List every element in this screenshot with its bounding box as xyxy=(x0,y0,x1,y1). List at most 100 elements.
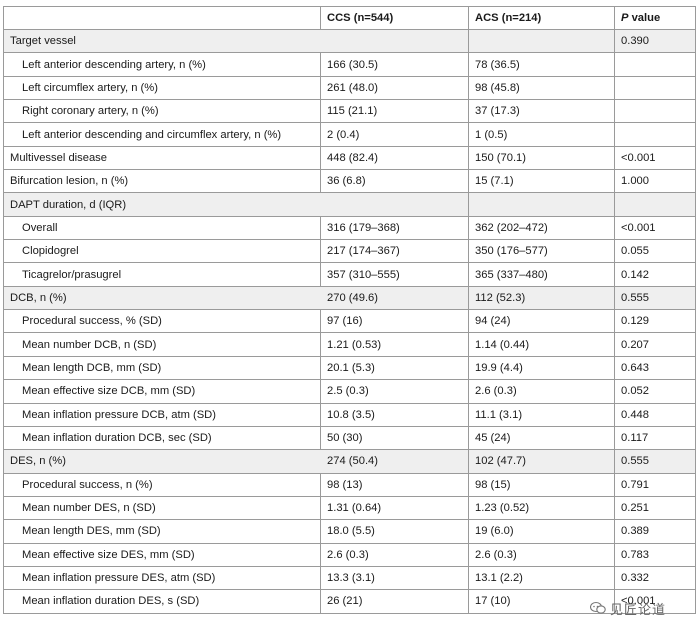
table-row: Mean inflation duration DCB, sec (SD) 50 … xyxy=(3,425,696,451)
row-label: Left circumflex artery, n (%) xyxy=(3,75,321,101)
header-ccs: CCS (n=544) xyxy=(320,6,469,30)
table-row: Ticagrelor/prasugrel 357 (310–555) 365 (33… xyxy=(3,262,696,287)
acs-value: 150 (70.1) xyxy=(468,145,615,171)
ccs-value: 2 (0.4) xyxy=(320,122,469,147)
row-label: Procedural success, % (SD) xyxy=(3,309,321,334)
table-row: Right coronary artery, n (%) 115 (21.1) 37… xyxy=(3,99,696,124)
ccs-value: 2.6 (0.3) xyxy=(320,542,469,567)
p-value: 0.129 xyxy=(614,309,696,334)
header-acs: ACS (n=214) xyxy=(468,6,615,30)
data-table: CCS (n=544) ACS (n=214) P value Target v… xyxy=(3,6,696,614)
ccs-value: 166 (30.5) xyxy=(320,52,469,77)
p-value: 0.251 xyxy=(614,495,696,521)
acs-value: 112 (52.3) xyxy=(468,285,615,311)
row-label: Mean effective size DCB, mm (SD) xyxy=(3,379,321,404)
ccs-value: 357 (310–555) xyxy=(320,262,469,287)
table-row: Mean number DCB, n (SD) 1.21 (0.53) 1.14 (… xyxy=(3,332,696,357)
ccs-value: 115 (21.1) xyxy=(320,99,469,124)
ccs-value: 20.1 (5.3) xyxy=(320,355,469,381)
header-p-letter: P xyxy=(621,12,629,24)
p-value: 0.555 xyxy=(614,285,696,311)
ccs-value: 2.5 (0.3) xyxy=(320,379,469,404)
chat-bubble-icon xyxy=(590,601,606,614)
acs-value xyxy=(468,192,615,217)
ccs-value: 18.0 (5.5) xyxy=(320,519,469,544)
row-label: Clopidogrel xyxy=(3,239,321,264)
table-row: Mean effective size DCB, mm (SD) 2.5 (0.3… xyxy=(3,379,696,404)
row-label: Left anterior descending and circumflex … xyxy=(3,122,321,147)
p-value: 0.389 xyxy=(614,519,696,544)
table-row: Multivessel disease 448 (82.4) 150 (70.1) <… xyxy=(3,145,696,171)
p-value: 1.000 xyxy=(614,169,696,194)
watermark: 见匠论道 xyxy=(590,598,666,618)
p-value: 0.117 xyxy=(614,425,696,451)
acs-value: 45 (24) xyxy=(468,425,615,451)
row-label: Multivessel disease xyxy=(3,145,321,171)
p-value xyxy=(614,122,696,147)
section-row: DAPT duration, d (IQR) xyxy=(3,192,696,217)
ccs-value: 97 (16) xyxy=(320,309,469,334)
acs-value: 17 (10) xyxy=(468,589,615,614)
table-row: Bifurcation lesion, n (%) 36 (6.8) 15 (7.1… xyxy=(3,169,696,194)
ccs-value: 1.31 (0.64) xyxy=(320,495,469,521)
acs-value: 350 (176–577) xyxy=(468,239,615,264)
ccs-value: 98 (13) xyxy=(320,472,469,497)
ccs-value: 274 (50.4) xyxy=(320,449,469,474)
row-label: Ticagrelor/prasugrel xyxy=(3,262,321,287)
row-label: Bifurcation lesion, n (%) xyxy=(3,169,321,194)
table-row: Mean effective size DES, mm (SD) 2.6 (0.3… xyxy=(3,542,696,567)
acs-value: 37 (17.3) xyxy=(468,99,615,124)
p-value xyxy=(614,99,696,124)
acs-value: 102 (47.7) xyxy=(468,449,615,474)
table-row: Left circumflex artery, n (%) 261 (48.0) 9… xyxy=(3,75,696,101)
ccs-value: 13.3 (3.1) xyxy=(320,565,469,591)
acs-value: 1 (0.5) xyxy=(468,122,615,147)
p-value: 0.791 xyxy=(614,472,696,497)
p-value: <0.001 xyxy=(614,215,696,241)
table-row: Left anterior descending artery, n (%) 16… xyxy=(3,52,696,77)
acs-value: 1.14 (0.44) xyxy=(468,332,615,357)
acs-value: 2.6 (0.3) xyxy=(468,379,615,404)
acs-value: 98 (45.8) xyxy=(468,75,615,101)
row-label: Mean length DCB, mm (SD) xyxy=(3,355,321,381)
acs-value xyxy=(468,28,615,54)
p-value xyxy=(614,192,696,217)
p-value: <0.001 xyxy=(614,589,696,614)
p-value: <0.001 xyxy=(614,145,696,171)
section-row: DCB, n (%) 270 (49.6) 112 (52.3) 0.555 xyxy=(3,285,696,311)
acs-value: 365 (337–480) xyxy=(468,262,615,287)
table-row: Clopidogrel 217 (174–367) 350 (176–577) 0.0… xyxy=(3,239,696,264)
p-value: 0.207 xyxy=(614,332,696,357)
acs-value: 19 (6.0) xyxy=(468,519,615,544)
row-label: DAPT duration, d (IQR) xyxy=(3,192,321,217)
acs-value: 98 (15) xyxy=(468,472,615,497)
p-value: 0.390 xyxy=(614,28,696,54)
ccs-value: 217 (174–367) xyxy=(320,239,469,264)
section-row: Target vessel 0.390 xyxy=(3,28,696,54)
row-label: DCB, n (%) xyxy=(3,285,321,311)
ccs-value: 50 (30) xyxy=(320,425,469,451)
row-label: Mean inflation pressure DES, atm (SD) xyxy=(3,565,321,591)
row-label: Left anterior descending artery, n (%) xyxy=(3,52,321,77)
ccs-value xyxy=(320,28,469,54)
p-value: 0.643 xyxy=(614,355,696,381)
ccs-value: 270 (49.6) xyxy=(320,285,469,311)
acs-value: 362 (202–472) xyxy=(468,215,615,241)
row-label: Mean number DCB, n (SD) xyxy=(3,332,321,357)
row-label: Procedural success, n (%) xyxy=(3,472,321,497)
row-label: Mean inflation duration DES, s (SD) xyxy=(3,589,321,614)
table-row: Mean length DES, mm (SD) 18.0 (5.5) 19 (6.… xyxy=(3,519,696,544)
header-row: CCS (n=544) ACS (n=214) P value xyxy=(3,6,696,30)
watermark-text: 见匠论道 xyxy=(610,601,667,617)
row-label: Mean number DES, n (SD) xyxy=(3,495,321,521)
row-label: Mean inflation pressure DCB, atm (SD) xyxy=(3,402,321,427)
p-value xyxy=(614,75,696,101)
section-row: DES, n (%) 274 (50.4) 102 (47.7) 0.555 xyxy=(3,449,696,474)
table-row: Procedural success, % (SD) 97 (16) 94 (24)… xyxy=(3,309,696,334)
p-value: 0.332 xyxy=(614,565,696,591)
table-row: Mean inflation duration DES, s (SD) 26 (2… xyxy=(3,589,696,614)
row-label: Right coronary artery, n (%) xyxy=(3,99,321,124)
acs-value: 11.1 (3.1) xyxy=(468,402,615,427)
table-row: Mean inflation pressure DES, atm (SD) 13.… xyxy=(3,565,696,591)
acs-value: 15 (7.1) xyxy=(468,169,615,194)
